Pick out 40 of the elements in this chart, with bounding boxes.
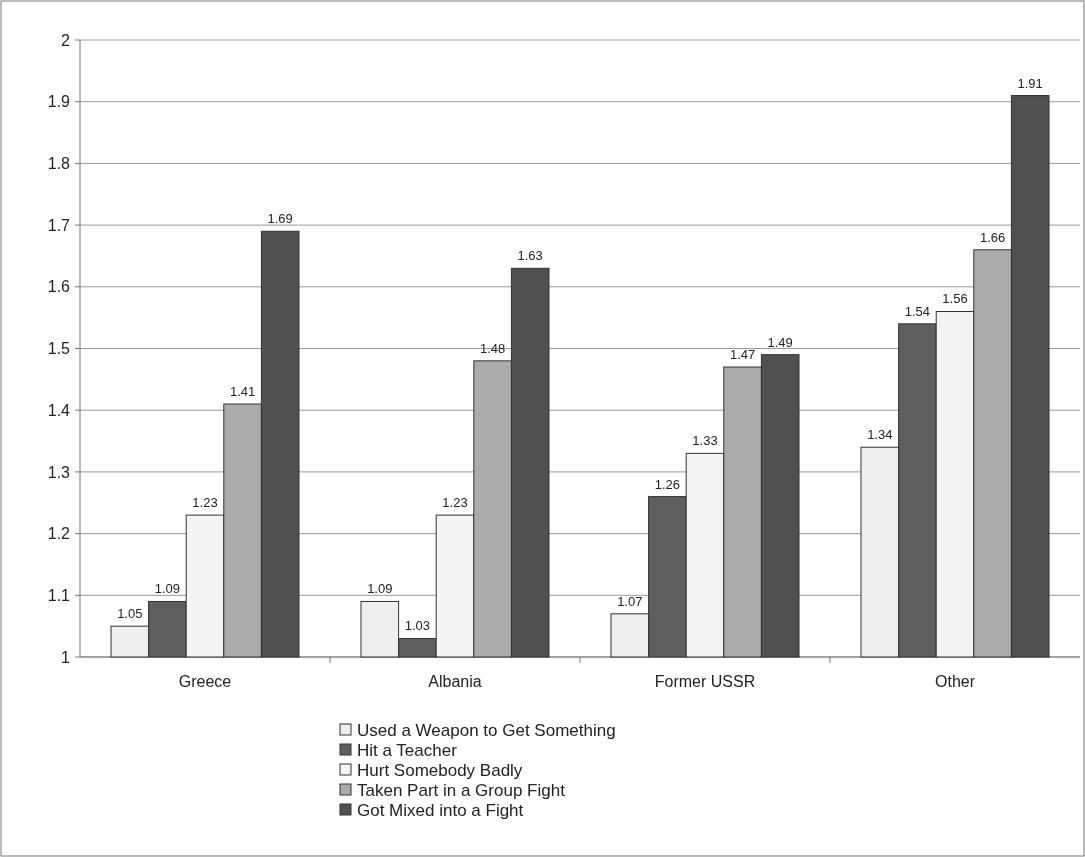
data-label: 1.56 xyxy=(942,291,968,307)
legend-label: Hit a Teacher xyxy=(357,740,458,760)
data-label: 1.26 xyxy=(654,476,681,492)
y-tick-label: 1.9 xyxy=(47,93,71,111)
data-label: 1.54 xyxy=(904,303,931,319)
data-label: 1.41 xyxy=(229,384,256,400)
y-tick-label: 1.4 xyxy=(47,401,71,419)
y-tick-label: 1 xyxy=(61,648,71,666)
y-tick-label: 2 xyxy=(61,31,71,49)
data-label: 1.23 xyxy=(192,495,218,511)
data-label: 1.07 xyxy=(617,593,643,609)
y-tick-label: 1.7 xyxy=(47,216,71,234)
data-label: 1.66 xyxy=(979,229,1006,245)
data-label: 1.69 xyxy=(267,211,293,227)
x-tick-label: Former USSR xyxy=(654,673,756,690)
data-label: 1.47 xyxy=(729,347,756,363)
x-tick-label: Greece xyxy=(178,673,232,690)
data-label: 1.23 xyxy=(442,495,468,511)
data-label: 1.91 xyxy=(1017,75,1043,91)
legend-label: Hurt Somebody Badly xyxy=(357,760,523,780)
data-label: 1.05 xyxy=(117,606,143,622)
legend-label: Used a Weapon to Get Something xyxy=(357,720,616,740)
data-label: 1.34 xyxy=(867,427,893,443)
y-tick-label: 1.2 xyxy=(47,525,71,543)
y-tick-label: 1.5 xyxy=(47,340,71,358)
x-tick-label: Other xyxy=(934,673,976,690)
legend-label: Got Mixed into a Fight xyxy=(357,800,524,820)
data-label: 1.49 xyxy=(767,334,793,350)
data-label: 1.09 xyxy=(367,581,393,597)
y-tick-label: 1.1 xyxy=(47,586,71,604)
y-tick-label: 1.3 xyxy=(47,463,71,481)
data-label: 1.33 xyxy=(692,433,718,449)
y-tick-label: 1.8 xyxy=(47,155,71,172)
legend-label: Taken Part in a Group Fight xyxy=(357,780,566,800)
data-label: 1.09 xyxy=(154,581,181,597)
y-tick-label: 1.6 xyxy=(47,278,71,296)
data-label: 1.03 xyxy=(404,618,431,634)
x-tick-label: Albania xyxy=(428,673,482,690)
data-label: 1.63 xyxy=(517,248,543,264)
data-label: 1.48 xyxy=(479,340,506,356)
